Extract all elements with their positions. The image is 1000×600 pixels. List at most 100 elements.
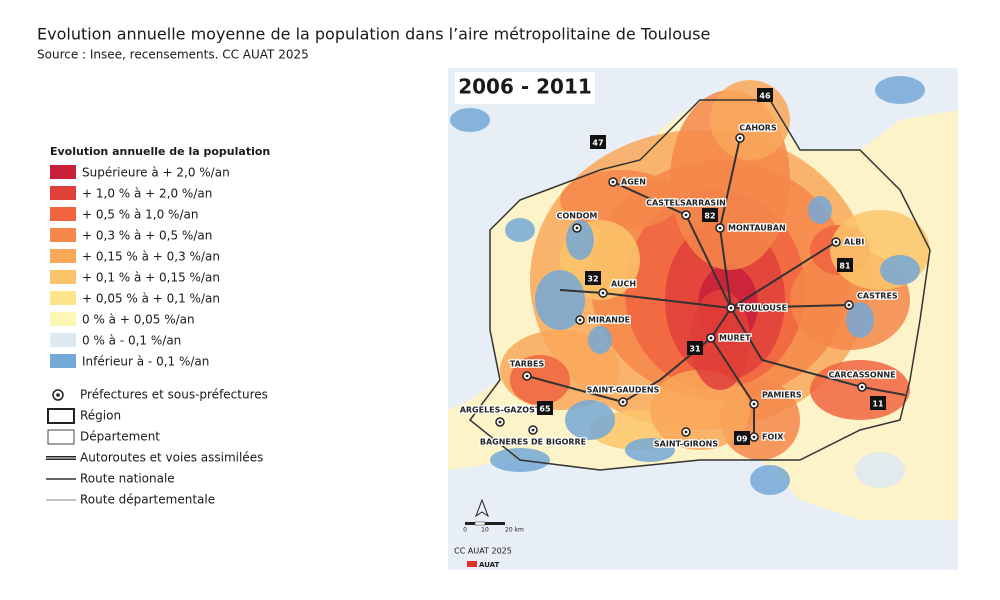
city-label: ALBI [844, 238, 864, 247]
legend-label: Supérieure à + 2,0 %/an [82, 166, 230, 180]
legend-symbol-label: Région [80, 409, 121, 423]
city-marker-dot [578, 318, 582, 322]
legend-label: Inférieur à - 0,1 %/an [82, 355, 209, 369]
city-label: MURET [719, 334, 751, 343]
legend-label: + 0,15 % à + 0,3 %/an [82, 250, 220, 264]
city-marker-dot [611, 180, 615, 184]
city-label: PAMIERS [762, 391, 802, 400]
department-number: 31 [689, 345, 701, 354]
legend-symbol-label: Département [80, 430, 160, 444]
legend-swatch [50, 228, 76, 242]
density-area [750, 465, 790, 495]
city-marker-dot [498, 420, 502, 424]
department-number: 32 [587, 275, 598, 284]
city-label: CASTRES [857, 292, 898, 301]
city-label: ARGELES-GAZOST [460, 406, 541, 415]
city-marker-dot [729, 306, 733, 310]
city-marker-dot [684, 430, 688, 434]
department-number: 82 [704, 212, 715, 221]
city-label: AUCH [611, 280, 636, 289]
department-number: 09 [736, 435, 748, 444]
density-area [710, 80, 790, 160]
density-area [846, 302, 874, 338]
city-marker-dot [684, 213, 688, 217]
department-number: 11 [872, 400, 884, 409]
department-badge [537, 401, 553, 415]
department-number: 46 [759, 92, 771, 101]
city-marker-dot [738, 136, 742, 140]
density-area [880, 255, 920, 285]
city-marker-dot [575, 226, 579, 230]
scale-bar [474, 521, 486, 526]
city-label: TOULOUSE [739, 304, 787, 313]
legend-label: + 0,3 % à + 0,5 %/an [82, 229, 212, 243]
city-marker-dot [847, 303, 851, 307]
map [448, 68, 958, 570]
city-marker-dot [621, 400, 625, 404]
city-marker-dot [531, 428, 535, 432]
outside-area [448, 68, 958, 410]
motorway [718, 137, 906, 396]
legend-swatch [50, 354, 76, 368]
legend-swatch [50, 333, 76, 347]
legend-label: + 0,1 % à + 0,15 %/an [82, 271, 220, 285]
legend-symbol-label: Autoroutes et voies assimilées [80, 451, 263, 465]
legend-label: + 0,5 % à 1,0 %/an [82, 208, 198, 222]
department-badge [837, 258, 853, 272]
logo-mark [467, 561, 477, 567]
city-marker-dot [709, 336, 713, 340]
source: Source : Insee, recensements. CC AUAT 20… [37, 48, 309, 62]
period-box [455, 72, 595, 104]
legend-swatch [50, 186, 76, 200]
legend-symbol-label: Préfectures et sous-préfectures [80, 388, 268, 402]
department-badge [757, 88, 773, 102]
city-marker-dot [752, 402, 756, 406]
density-area [855, 452, 905, 488]
city-label: TARBES [510, 360, 545, 369]
city-label: FOIX [762, 433, 784, 442]
city-marker-dot [718, 226, 722, 230]
density-area [808, 196, 832, 224]
credit: CC AUAT 2025 [454, 547, 512, 556]
city-marker-dot [834, 240, 838, 244]
motorway [730, 304, 850, 309]
legend-swatch [50, 312, 76, 326]
density-area [650, 370, 750, 450]
legend-symbol-label: Route nationale [80, 472, 175, 486]
department-number: 65 [539, 405, 551, 414]
density-area [875, 76, 925, 104]
legend-swatch [50, 249, 76, 263]
department-badge [870, 396, 886, 410]
department-number: 81 [839, 262, 851, 271]
legend-symbol-label: Route départementale [80, 493, 215, 507]
title: Evolution annuelle moyenne de la populat… [37, 25, 710, 44]
scale-label: 20 km [505, 527, 524, 534]
outside-area [448, 460, 958, 570]
department-badge [702, 208, 718, 222]
city-label: SAINT-GAUDENS [587, 386, 660, 395]
density-area [450, 108, 490, 132]
region-border [468, 99, 931, 471]
city-label: CARCASSONNE [828, 371, 895, 380]
legend-label: + 1,0 % à + 2,0 %/an [82, 187, 212, 201]
legend-label: 0 % à + 0,05 %/an [82, 313, 195, 327]
legend-title: Evolution annuelle de la population [50, 145, 270, 158]
city-label: CONDOM [557, 212, 598, 221]
department-badge [590, 135, 606, 149]
legend-label: 0 % à - 0,1 %/an [82, 334, 181, 348]
city-marker-dot [752, 435, 756, 439]
period: 2006 - 2011 [458, 75, 592, 99]
department-number: 47 [592, 139, 603, 148]
city-label: MONTAUBAN [728, 224, 786, 233]
density-area [505, 218, 535, 242]
legend-swatch [50, 270, 76, 284]
north-arrow [474, 498, 490, 518]
city-label: AGEN [621, 178, 646, 187]
scale-label: 10 [481, 527, 489, 534]
city-label: BAGNERES DE BIGORRE [480, 438, 586, 447]
legend-symbol [47, 408, 75, 424]
city-marker-dot [601, 291, 605, 295]
scale-label: 0 [463, 527, 467, 534]
legend-swatch [50, 165, 76, 179]
